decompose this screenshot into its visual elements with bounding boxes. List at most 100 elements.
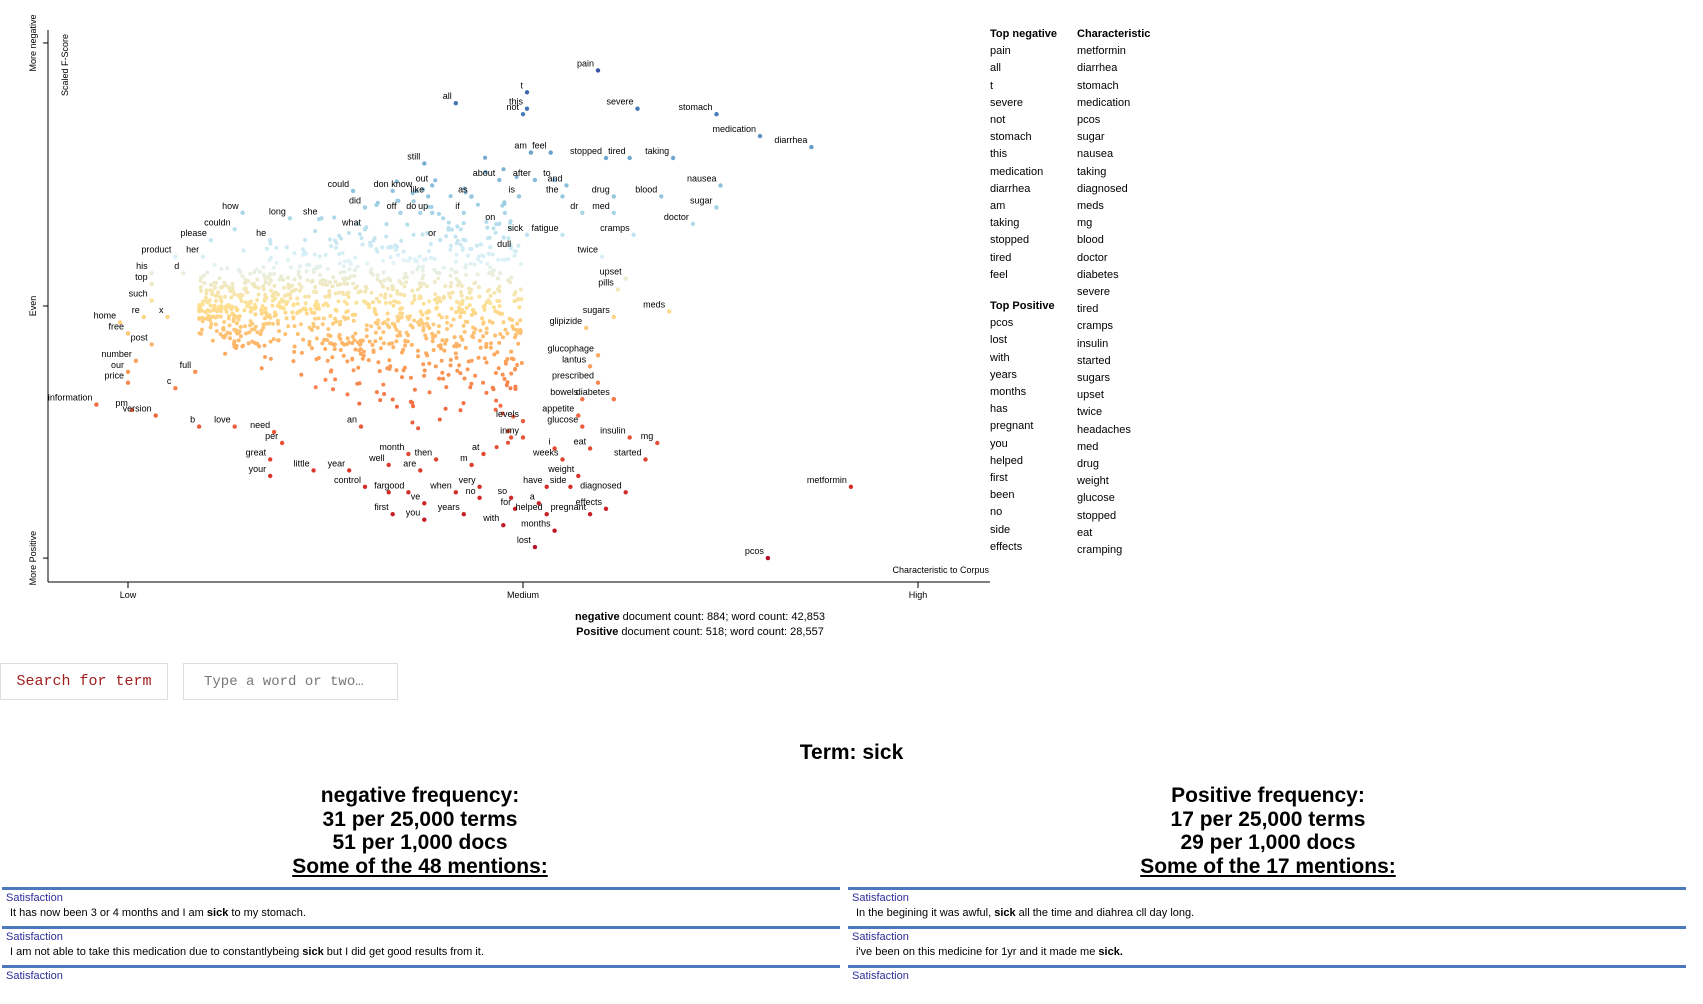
characteristic-term[interactable]: meds: [1077, 200, 1104, 213]
term-dot[interactable]: [353, 347, 358, 352]
term-dot[interactable]: [487, 271, 492, 276]
term-dot[interactable]: [355, 264, 360, 269]
term-point-to[interactable]: to: [543, 168, 557, 183]
term-dot[interactable]: [448, 243, 453, 248]
term-dot[interactable]: [490, 385, 495, 390]
term-dot[interactable]: [342, 269, 347, 274]
term-point-label[interactable]: cramps: [600, 223, 630, 233]
term-dot[interactable]: [417, 254, 422, 259]
term-point-and[interactable]: and: [547, 173, 569, 188]
term-point-dot[interactable]: [580, 424, 585, 429]
term-point-doctor[interactable]: doctor: [664, 212, 696, 226]
term-point-label[interactable]: if: [455, 201, 460, 211]
term-point-weeks[interactable]: weeks: [532, 447, 565, 462]
term-dot[interactable]: [375, 277, 380, 282]
term-dot[interactable]: [262, 298, 267, 303]
term-dot[interactable]: [364, 327, 369, 332]
term-dot[interactable]: [408, 256, 412, 261]
term-dot[interactable]: [467, 290, 472, 295]
term-dot[interactable]: [331, 321, 335, 326]
term-point-effects[interactable]: effects: [576, 497, 609, 511]
term-point-dot[interactable]: [125, 380, 131, 385]
term-dot[interactable]: [277, 329, 281, 334]
term-dot[interactable]: [200, 327, 204, 332]
characteristic-term[interactable]: glucose: [1077, 492, 1115, 505]
term-dot[interactable]: [315, 325, 320, 330]
top-positive-term[interactable]: been: [990, 489, 1015, 502]
term-dot[interactable]: [245, 290, 250, 295]
term-dot[interactable]: [318, 273, 323, 277]
term-point-label[interactable]: pcos: [745, 546, 765, 556]
term-dot[interactable]: [435, 300, 440, 305]
term-point-good[interactable]: good: [384, 480, 411, 495]
term-dot[interactable]: [476, 355, 481, 360]
term-dot[interactable]: [491, 226, 496, 231]
term-dot[interactable]: [355, 381, 360, 386]
term-dot[interactable]: [305, 278, 310, 283]
term-point-label[interactable]: feel: [532, 141, 547, 151]
term-dot[interactable]: [375, 273, 380, 278]
term-dot[interactable]: [404, 330, 409, 335]
term-point-label[interactable]: re: [132, 305, 140, 315]
term-point-dot[interactable]: [595, 380, 601, 385]
snippet-category[interactable]: Satisfaction: [6, 892, 63, 904]
term-dot[interactable]: [485, 225, 490, 230]
term-point-dot[interactable]: [532, 177, 538, 183]
term-dot[interactable]: [416, 354, 421, 359]
term-dot[interactable]: [431, 348, 436, 352]
term-dot[interactable]: [258, 269, 262, 274]
term-point-my[interactable]: my: [507, 426, 526, 440]
term-dot[interactable]: [382, 392, 387, 396]
characteristic-term[interactable]: weight: [1077, 475, 1109, 488]
term-dot[interactable]: [502, 376, 507, 381]
term-dot[interactable]: [471, 309, 476, 314]
term-point-dot[interactable]: [552, 177, 557, 183]
term-point-little[interactable]: little: [294, 458, 316, 473]
term-dot[interactable]: [353, 286, 358, 291]
term-dot[interactable]: [427, 390, 432, 395]
term-dot[interactable]: [416, 264, 421, 269]
term-dot[interactable]: [261, 325, 266, 330]
term-dot[interactable]: [481, 334, 486, 339]
characteristic-term[interactable]: med: [1077, 440, 1099, 453]
term-dot[interactable]: [418, 309, 423, 314]
term-dot[interactable]: [291, 359, 296, 364]
term-point-far[interactable]: far: [374, 480, 391, 495]
term-dot[interactable]: [466, 359, 471, 364]
term-dot[interactable]: [449, 323, 454, 328]
term-dot[interactable]: [458, 227, 463, 232]
term-dot[interactable]: [351, 318, 356, 323]
term-dot[interactable]: [463, 190, 468, 195]
term-point-label[interactable]: taking: [645, 146, 669, 156]
term-point-dot[interactable]: [461, 512, 466, 517]
term-dot[interactable]: [263, 355, 267, 359]
term-point-dot[interactable]: [481, 451, 486, 457]
term-dot[interactable]: [299, 372, 304, 377]
term-point-label[interactable]: is: [509, 184, 516, 194]
term-dot[interactable]: [465, 367, 470, 372]
term-point-label[interactable]: years: [438, 502, 461, 512]
term-dot[interactable]: [275, 303, 280, 308]
term-dot[interactable]: [386, 245, 391, 250]
term-dot[interactable]: [454, 299, 459, 304]
term-point-label[interactable]: know: [391, 179, 413, 189]
term-point-label[interactable]: not: [506, 102, 519, 112]
term-dot[interactable]: [259, 311, 264, 316]
characteristic-term[interactable]: stopped: [1077, 509, 1117, 522]
term-point-label[interactable]: tired: [608, 146, 626, 156]
term-dot[interactable]: [448, 247, 453, 252]
term-point-label[interactable]: weeks: [532, 447, 559, 457]
term-dot[interactable]: [448, 357, 453, 362]
term-dot[interactable]: [313, 303, 317, 308]
term-dot[interactable]: [393, 243, 398, 248]
term-point-fatigue[interactable]: fatigue: [531, 223, 565, 237]
term-point-dot[interactable]: [611, 194, 616, 199]
term-dot[interactable]: [421, 301, 426, 306]
term-dot[interactable]: [445, 320, 450, 325]
term-dot[interactable]: [228, 331, 232, 336]
term-point-diabetes[interactable]: diabetes: [576, 387, 616, 402]
term-dot[interactable]: [262, 343, 267, 348]
term-point-dot[interactable]: [667, 309, 672, 314]
term-dot[interactable]: [371, 348, 376, 353]
term-dot[interactable]: [283, 332, 288, 337]
